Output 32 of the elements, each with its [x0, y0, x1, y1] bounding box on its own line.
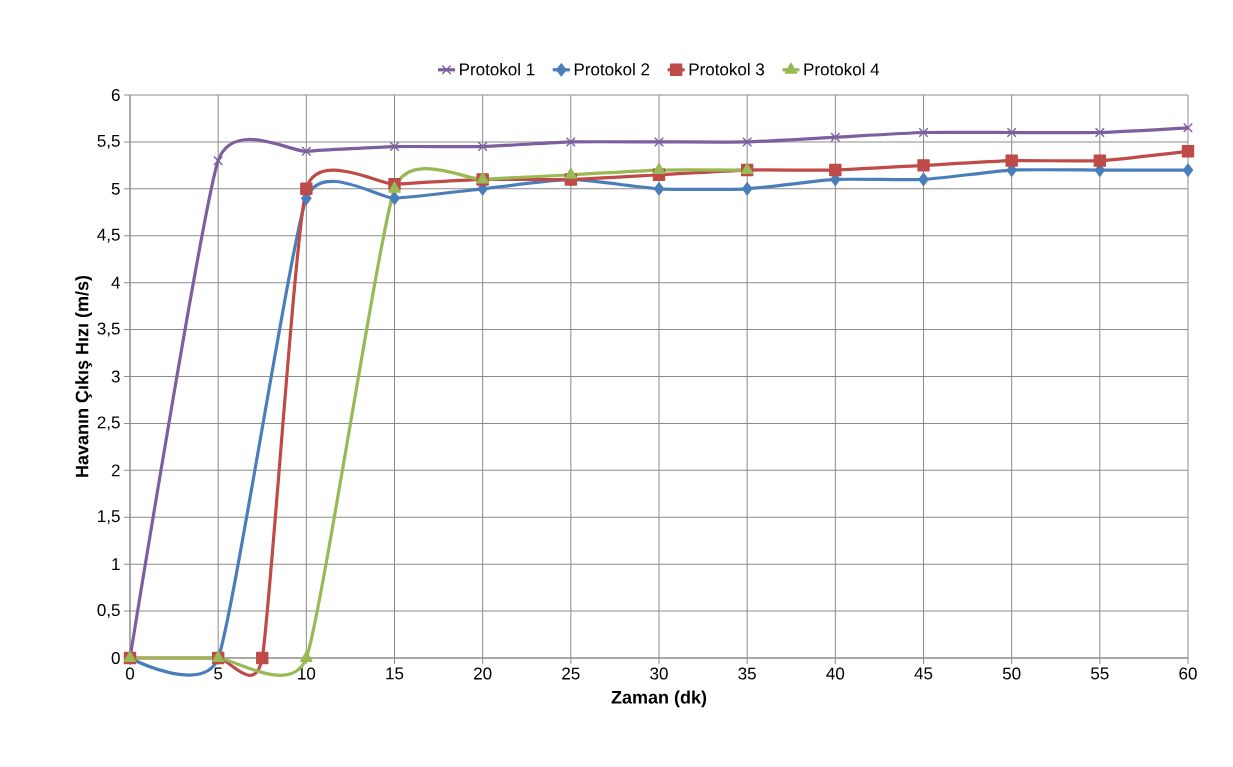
- x-tick-label: 5: [214, 667, 223, 680]
- x-tick-label: 25: [562, 667, 580, 680]
- y-tick-label: 0: [111, 651, 120, 665]
- y-tick-label: 4,5: [97, 228, 120, 243]
- y-tick-label: 2: [111, 464, 120, 477]
- legend-label: Protokol 1: [460, 62, 535, 76]
- y-tick-label: 6: [111, 88, 120, 102]
- x-tick-label: 30: [650, 667, 668, 680]
- x-tick-label: 50: [1002, 667, 1021, 680]
- x-tick-label: 60: [1179, 667, 1197, 680]
- x-tick-label: 20: [474, 667, 492, 680]
- y-tick-label: 0,5: [97, 604, 120, 619]
- legend-label: Protokol 2: [574, 62, 650, 76]
- x-tick-label: 10: [298, 667, 316, 680]
- x-tick-label: 40: [826, 667, 845, 680]
- y-tick-label: 2,5: [97, 416, 120, 431]
- y-tick-label: 4: [111, 276, 120, 289]
- x-tick-label: 0: [125, 667, 135, 680]
- x-tick-label: 55: [1091, 667, 1109, 680]
- x-tick-label: 35: [738, 667, 756, 680]
- y-tick-label: 5,5: [97, 134, 120, 149]
- legend-label: Protokol 3: [689, 62, 765, 76]
- x-tick-label: 15: [386, 667, 404, 680]
- x-axis-title: Zaman (dk): [611, 690, 707, 708]
- y-axis-title: Havanın Çıkış Hızı (m/s): [75, 275, 92, 477]
- y-tick-label: 3,5: [97, 322, 120, 337]
- y-tick-label: 1,5: [98, 510, 120, 525]
- y-tick-label: 1: [112, 558, 120, 570]
- legend-label: Protokol 4: [804, 62, 880, 76]
- y-tick-label: 5: [111, 182, 120, 195]
- x-tick-label: 45: [914, 667, 933, 680]
- y-tick-label: 3: [111, 370, 120, 383]
